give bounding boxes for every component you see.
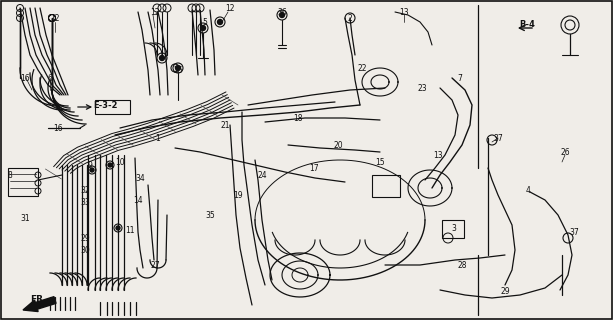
Text: 33: 33 <box>80 197 90 206</box>
Text: 12: 12 <box>50 13 59 22</box>
Text: 36: 36 <box>277 7 287 17</box>
Text: FR.: FR. <box>30 295 46 305</box>
Text: 32: 32 <box>80 186 90 195</box>
Text: E-3-2: E-3-2 <box>93 100 117 109</box>
Text: 35: 35 <box>205 211 215 220</box>
Text: 14: 14 <box>133 196 143 204</box>
Circle shape <box>90 168 94 172</box>
Text: 9: 9 <box>88 161 93 170</box>
Text: 13: 13 <box>433 150 443 159</box>
Text: 31: 31 <box>20 213 30 222</box>
Text: 17: 17 <box>309 164 319 172</box>
Text: 28: 28 <box>457 260 466 269</box>
Text: 23: 23 <box>417 84 427 92</box>
Text: 29: 29 <box>80 234 90 243</box>
Text: 16: 16 <box>20 74 30 83</box>
Text: 27: 27 <box>150 260 160 269</box>
Text: 34: 34 <box>135 173 145 182</box>
Circle shape <box>159 55 164 60</box>
Text: B-4: B-4 <box>519 20 535 28</box>
Text: 20: 20 <box>333 140 343 149</box>
Text: 3: 3 <box>452 223 457 233</box>
Text: 8: 8 <box>7 171 12 180</box>
Circle shape <box>108 163 112 167</box>
Text: 29: 29 <box>500 287 510 297</box>
Text: 37: 37 <box>493 133 503 142</box>
Text: 24: 24 <box>257 171 267 180</box>
Text: 10: 10 <box>115 157 125 166</box>
Circle shape <box>280 12 284 18</box>
Text: 19: 19 <box>233 190 243 199</box>
Text: 15: 15 <box>375 157 385 166</box>
Circle shape <box>116 226 120 230</box>
Text: 30: 30 <box>80 245 90 254</box>
Text: 18: 18 <box>293 114 303 123</box>
Bar <box>95 100 130 114</box>
Text: 1: 1 <box>156 133 161 142</box>
Text: 25: 25 <box>173 66 183 75</box>
Text: 5: 5 <box>202 18 207 27</box>
Text: 37: 37 <box>569 228 579 236</box>
Bar <box>8 168 38 196</box>
Bar <box>442 220 464 238</box>
Text: 12: 12 <box>225 4 235 12</box>
Circle shape <box>200 26 205 30</box>
Text: 26: 26 <box>560 148 570 156</box>
Text: 13: 13 <box>399 7 409 17</box>
Text: 12: 12 <box>150 7 160 17</box>
Text: 6: 6 <box>48 74 53 83</box>
Text: 16: 16 <box>53 124 63 132</box>
Text: 11: 11 <box>125 226 135 235</box>
Text: 7: 7 <box>457 74 462 83</box>
Bar <box>372 175 400 197</box>
Text: 2: 2 <box>348 13 352 22</box>
FancyArrow shape <box>23 297 56 312</box>
Circle shape <box>218 20 223 25</box>
Circle shape <box>175 66 180 70</box>
Text: 22: 22 <box>357 63 367 73</box>
Text: 4: 4 <box>525 186 530 195</box>
Text: 21: 21 <box>220 121 230 130</box>
